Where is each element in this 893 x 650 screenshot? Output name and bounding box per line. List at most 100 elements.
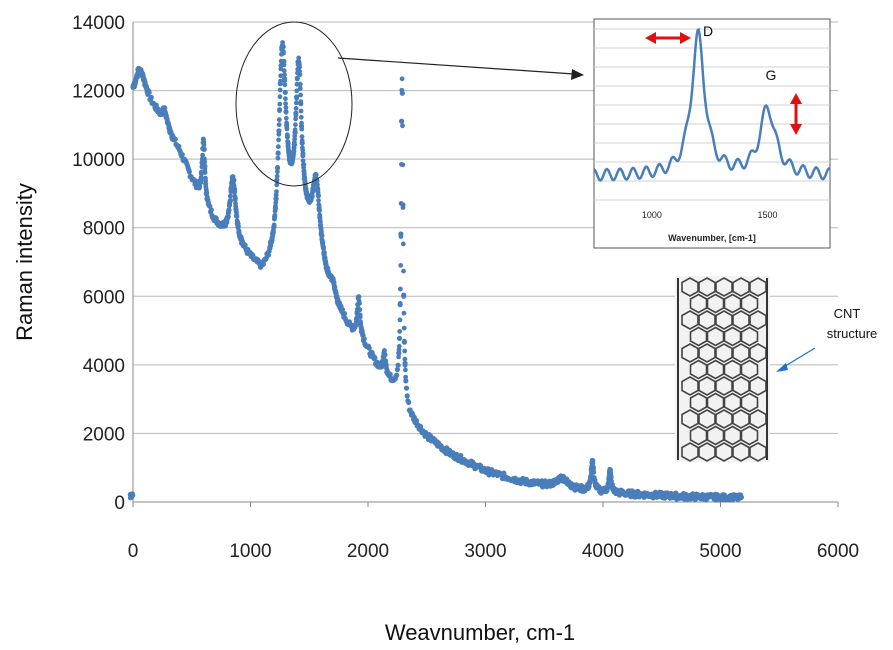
- data-point: [179, 152, 185, 158]
- cnt-hexagon: [689, 425, 708, 446]
- peak-label-d: D: [703, 23, 713, 39]
- data-point: [280, 43, 286, 49]
- inset-x-tick-label-1: 1500: [758, 210, 778, 220]
- data-point: [291, 145, 297, 151]
- data-point: [202, 166, 208, 172]
- data-point: [294, 88, 300, 94]
- cnt-hexagon: [723, 293, 742, 314]
- data-point: [356, 300, 362, 306]
- data-point: [292, 140, 297, 145]
- data-point: [272, 212, 278, 218]
- inset-spectrum-line: [593, 27, 831, 182]
- cnt-hexagon: [740, 326, 759, 347]
- inset-x-axis-label: Wavenumber, [cm-1]: [668, 233, 756, 243]
- cnt-hexagon: [723, 359, 742, 380]
- data-point: [206, 200, 211, 206]
- data-point: [300, 153, 306, 159]
- cnt-hexagon: [706, 425, 725, 446]
- y-tick-label-7: 14000: [72, 13, 125, 34]
- cnt-hexagon: [706, 293, 725, 314]
- inset-x-tick-labels: 1000 1500: [642, 210, 778, 220]
- data-point: [357, 307, 363, 313]
- data-point: [278, 73, 284, 79]
- inset-gridlines: [594, 28, 830, 201]
- data-point: [400, 123, 405, 129]
- data-point: [283, 109, 289, 115]
- cnt-hexagon: [698, 277, 716, 297]
- data-point: [282, 90, 288, 95]
- data-point: [315, 193, 321, 198]
- cnt-hexagon: [723, 326, 742, 347]
- data-point: [397, 335, 402, 341]
- cnt-hexagon: [681, 277, 699, 297]
- cnt-hexagon: [715, 310, 733, 330]
- data-point: [382, 352, 388, 358]
- data-point: [225, 214, 231, 220]
- data-point: [204, 190, 210, 196]
- x-tick-label-2: 2000: [347, 541, 389, 562]
- data-point: [297, 81, 303, 87]
- cnt-hexagon: [740, 425, 759, 446]
- data-point: [298, 114, 304, 120]
- cnt-hexagon-mesh: [677, 277, 768, 462]
- cnt-hexagon: [715, 376, 733, 396]
- x-tick-label-3: 3000: [464, 541, 506, 562]
- x-tick-label-5: 5000: [699, 541, 741, 562]
- data-point: [297, 86, 303, 91]
- data-point: [278, 78, 283, 84]
- cnt-hexagon: [740, 359, 759, 380]
- cnt-hexagon: [732, 310, 750, 330]
- data-point: [296, 55, 302, 61]
- data-point: [402, 348, 408, 354]
- y-tick-label-2: 4000: [83, 356, 125, 377]
- data-point: [397, 301, 403, 306]
- data-point: [283, 96, 288, 102]
- data-point: [200, 152, 206, 158]
- data-point: [277, 108, 282, 114]
- data-point: [282, 82, 288, 88]
- cnt-hexagon: [698, 376, 716, 396]
- data-point: [294, 76, 300, 82]
- data-point: [413, 417, 419, 424]
- data-point: [332, 285, 338, 290]
- data-point: [294, 95, 299, 101]
- data-point: [236, 224, 241, 230]
- data-point: [293, 113, 299, 118]
- data-point: [300, 147, 306, 153]
- data-point: [274, 182, 280, 188]
- data-point: [202, 170, 208, 175]
- data-point: [145, 88, 151, 93]
- data-point: [311, 187, 316, 193]
- data-point: [372, 355, 378, 361]
- data-point: [397, 329, 403, 334]
- cnt-hexagon: [689, 392, 708, 413]
- data-point: [402, 356, 408, 362]
- data-point: [400, 162, 406, 168]
- data-point: [403, 378, 409, 384]
- data-point: [590, 463, 596, 469]
- data-point: [231, 178, 237, 184]
- data-point: [298, 108, 304, 114]
- data-point: [276, 131, 282, 137]
- y-tick-label-0: 0: [114, 493, 125, 514]
- data-point: [313, 172, 319, 178]
- data-point: [395, 362, 401, 368]
- data-point: [297, 72, 303, 77]
- data-point: [366, 345, 372, 351]
- data-point: [276, 137, 281, 143]
- cnt-hexagon: [698, 310, 716, 330]
- data-point: [398, 286, 403, 292]
- inset-chart: 1000 1500 Wavenumber, [cm-1] D G: [593, 18, 831, 249]
- cnt-structure-image: [675, 276, 770, 462]
- data-point: [402, 362, 408, 368]
- data-point: [286, 148, 292, 154]
- data-point: [273, 200, 279, 206]
- cnt-hexagon: [706, 359, 725, 380]
- data-point: [297, 62, 302, 67]
- x-tick-label-6: 6000: [817, 541, 859, 562]
- cnt-pointer-arrow: [776, 347, 816, 372]
- data-point: [396, 354, 401, 360]
- data-point: [234, 214, 240, 220]
- data-point: [202, 159, 208, 165]
- data-point: [275, 169, 280, 175]
